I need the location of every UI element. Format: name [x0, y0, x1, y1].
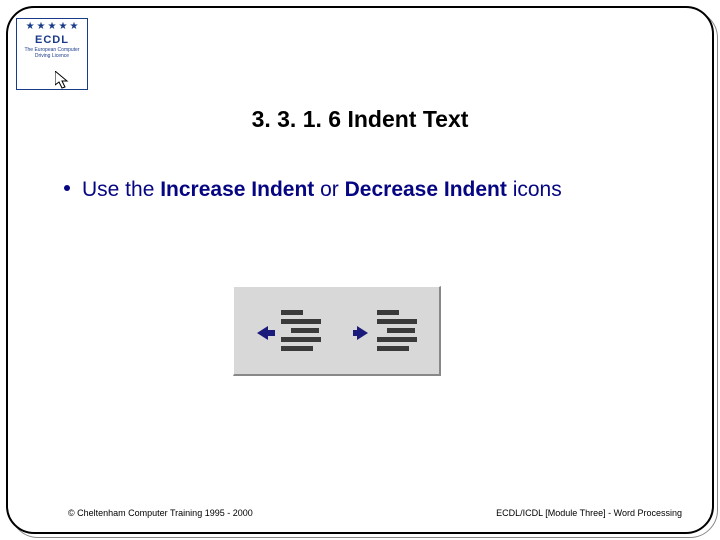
bullet-post: icons [507, 178, 562, 201]
logo-name: ECDL [19, 34, 85, 46]
footer-module: ECDL/ICDL [Module Three] - Word Processi… [496, 508, 682, 518]
slide-title: 3. 3. 1. 6 Indent Text [8, 106, 712, 133]
decrease-indent-icon[interactable] [253, 300, 325, 362]
bullet-bold-2: Decrease Indent [345, 178, 507, 201]
slide-frame: ★★★ ★★ ECDL The European Computer Drivin… [6, 6, 714, 534]
ecdl-logo: ★★★ ★★ ECDL The European Computer Drivin… [16, 18, 88, 90]
bullet-bold-1: Increase Indent [160, 178, 314, 201]
bullet-pre: Use the [82, 178, 160, 201]
cursor-icon [55, 71, 71, 91]
bullet-mid: or [314, 178, 344, 201]
logo-tagline: The European Computer Driving Licence [19, 48, 85, 59]
bullet-marker [64, 185, 70, 191]
increase-indent-icon[interactable] [349, 300, 421, 362]
footer-copyright: © Cheltenham Computer Training 1995 - 20… [68, 508, 253, 518]
indent-toolbar [233, 286, 441, 376]
bullet-text: Use the Increase Indent or Decrease Inde… [82, 176, 672, 204]
